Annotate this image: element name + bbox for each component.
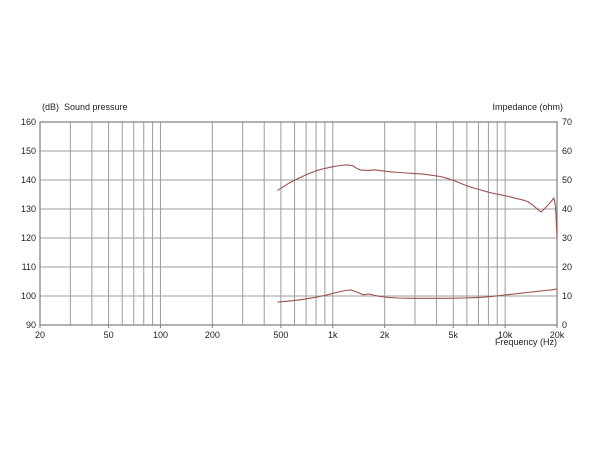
right-axis-title: Impedance (ohm)	[492, 102, 563, 112]
x-tick-label: 200	[205, 330, 220, 340]
right-axis-tick-label: 50	[562, 175, 572, 185]
right-axis-tick-label: 70	[562, 117, 572, 127]
left-axis-tick-label: 150	[21, 146, 36, 156]
right-axis-tick-label: 40	[562, 204, 572, 214]
impedance-curve	[277, 288, 558, 303]
right-axis-tick-label: 10	[562, 291, 572, 301]
x-tick-label: 500	[273, 330, 288, 340]
right-axis-tick-label: 0	[562, 320, 567, 330]
plot-border	[39, 121, 558, 326]
sound-pressure-curve	[277, 164, 558, 238]
x-tick-label: 100	[153, 330, 168, 340]
right-axis-tick-label: 30	[562, 233, 572, 243]
left-axis-tick-label: 100	[21, 291, 36, 301]
x-tick-label: 20k	[550, 330, 565, 340]
left-axis-title: (dB) Sound pressure	[42, 102, 128, 112]
x-tick-label: 1k	[328, 330, 338, 340]
x-tick-label: 20	[35, 330, 45, 340]
left-axis-tick-label: 90	[26, 320, 36, 330]
right-axis-tick-label: 20	[562, 262, 572, 272]
x-axis-title: Frequency (Hz)	[494, 337, 557, 347]
left-axis-tick-label: 110	[22, 262, 36, 272]
left-axis-tick-label: 160	[21, 117, 36, 127]
x-tick-label: 50	[104, 330, 114, 340]
x-tick-label: 2k	[380, 330, 390, 340]
left-axis-tick-label: 120	[21, 233, 36, 243]
left-axis-tick-label: 140	[21, 175, 36, 185]
right-axis-tick-label: 60	[562, 146, 572, 156]
x-tick-label: 10k	[498, 330, 513, 340]
left-axis-tick-label: 130	[21, 204, 36, 214]
x-tick-label: 5k	[448, 330, 458, 340]
